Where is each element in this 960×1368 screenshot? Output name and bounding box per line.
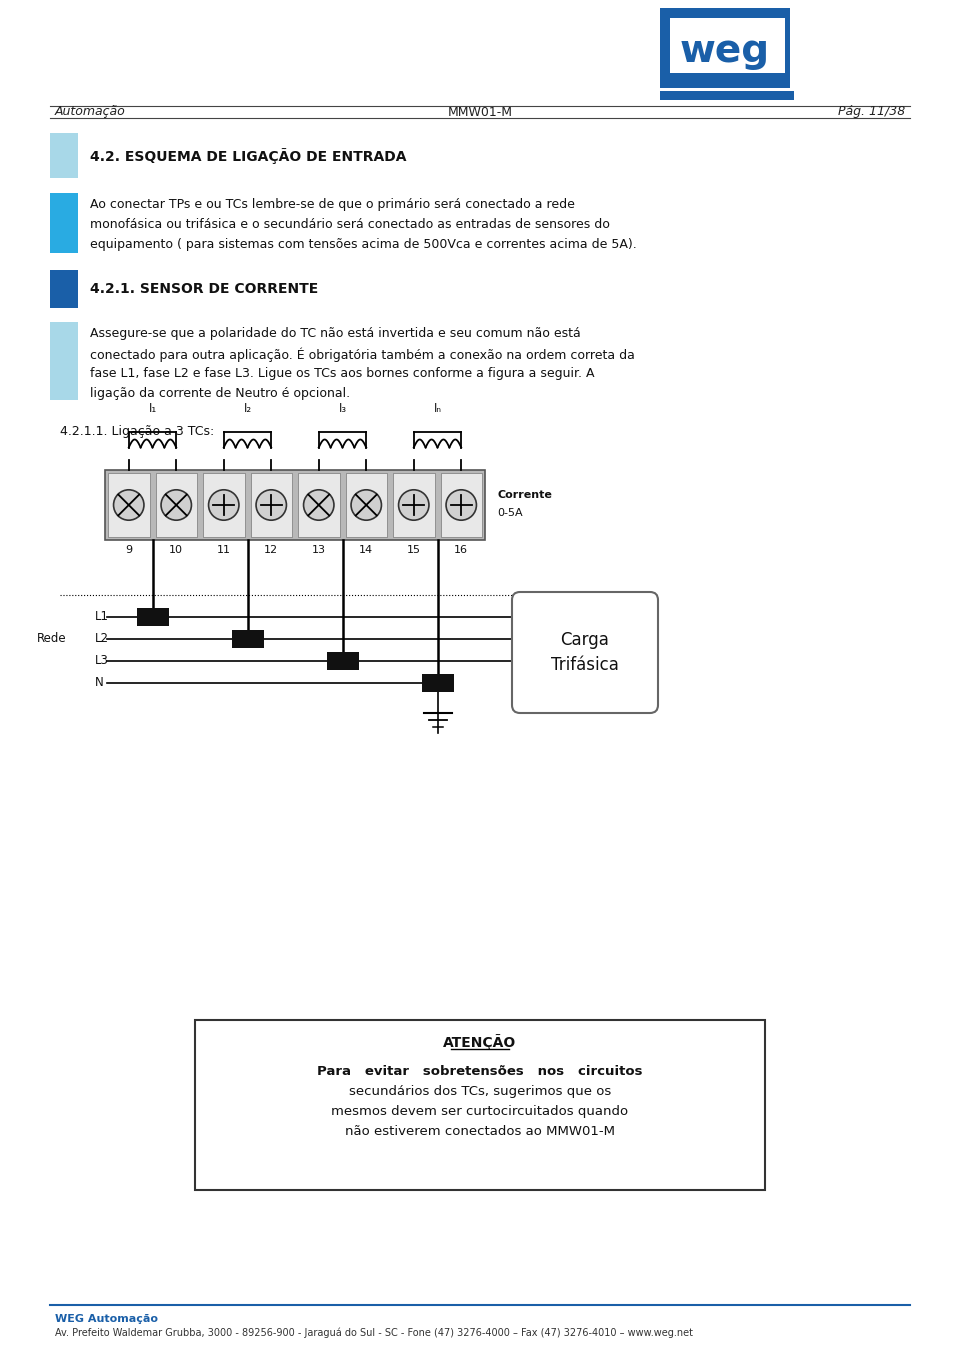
Circle shape [398, 490, 429, 520]
Text: equipamento ( para sistemas com tensões acima de 500Vca e correntes acima de 5A): equipamento ( para sistemas com tensões … [90, 238, 636, 250]
FancyBboxPatch shape [512, 592, 658, 713]
Bar [50, 321, 78, 399]
Text: 13: 13 [312, 544, 325, 555]
Text: 9: 9 [125, 544, 132, 555]
Text: 11: 11 [217, 544, 230, 555]
Text: conectado para outra aplicação. É obrigatória também a conexão na ordem correta : conectado para outra aplicação. É obriga… [90, 347, 635, 361]
Text: Iₙ: Iₙ [434, 402, 442, 415]
Bar [670, 18, 785, 73]
Text: 14: 14 [359, 544, 373, 555]
Text: mesmos devem ser curtocircuitados quando: mesmos devem ser curtocircuitados quando [331, 1105, 629, 1118]
Text: secundários dos TCs, sugerimos que os: secundários dos TCs, sugerimos que os [348, 1085, 612, 1099]
Bar [251, 473, 292, 538]
Text: Pág. 11/38: Pág. 11/38 [838, 105, 905, 119]
Bar [421, 674, 453, 692]
Bar [203, 473, 245, 538]
Text: I₂: I₂ [244, 402, 252, 415]
Bar [50, 269, 78, 308]
Bar [231, 631, 263, 648]
Circle shape [303, 490, 334, 520]
Text: 10: 10 [169, 544, 183, 555]
Text: I₃: I₃ [339, 402, 347, 415]
Bar [136, 607, 169, 627]
Text: Para   evitar   sobretensões   nos   circuitos: Para evitar sobretensões nos circuitos [317, 1066, 643, 1078]
Bar [660, 8, 790, 88]
Bar [195, 1021, 765, 1190]
Text: 4.2. ESQUEMA DE LIGAÇÃO DE ENTRADA: 4.2. ESQUEMA DE LIGAÇÃO DE ENTRADA [90, 148, 406, 164]
Text: Automação: Automação [55, 105, 126, 119]
Bar [326, 653, 358, 670]
Bar [156, 473, 197, 538]
Text: 4.2.1.1. Ligação a 3 TCs:: 4.2.1.1. Ligação a 3 TCs: [60, 425, 214, 438]
Bar [50, 193, 78, 253]
Text: Ao conectar TPs e ou TCs lembre-se de que o primário será conectado a rede: Ao conectar TPs e ou TCs lembre-se de qu… [90, 198, 575, 211]
Text: L1: L1 [95, 610, 109, 624]
Text: N: N [95, 677, 104, 689]
Text: Corrente: Corrente [497, 490, 552, 499]
Text: 4.2.1. SENSOR DE CORRENTE: 4.2.1. SENSOR DE CORRENTE [90, 282, 319, 295]
Text: Assegure-se que a polaridade do TC não está invertida e seu comum não está: Assegure-se que a polaridade do TC não e… [90, 327, 581, 341]
Text: fase L1, fase L2 e fase L3. Ligue os TCs aos bornes conforme a figura a seguir. : fase L1, fase L2 e fase L3. Ligue os TCs… [90, 367, 594, 380]
Text: 15: 15 [407, 544, 420, 555]
Text: ATENÇÃO: ATENÇÃO [444, 1034, 516, 1051]
Circle shape [256, 490, 286, 520]
Bar [298, 473, 340, 538]
Bar [660, 92, 794, 100]
Circle shape [113, 490, 144, 520]
Text: 12: 12 [264, 544, 278, 555]
Circle shape [208, 490, 239, 520]
Text: L3: L3 [95, 654, 108, 668]
Bar [441, 473, 482, 538]
Bar [346, 473, 387, 538]
Text: Carga
Trifásica: Carga Trifásica [551, 631, 619, 674]
Text: não estiverem conectados ao MMW01-M: não estiverem conectados ao MMW01-M [345, 1124, 615, 1138]
Bar [108, 473, 150, 538]
Text: Av. Prefeito Waldemar Grubba, 3000 - 89256-900 - Jaraguá do Sul - SC - Fone (47): Av. Prefeito Waldemar Grubba, 3000 - 892… [55, 1328, 693, 1338]
Text: WEG Automação: WEG Automação [55, 1315, 158, 1324]
Text: weg: weg [680, 31, 770, 70]
Circle shape [351, 490, 381, 520]
Bar [393, 473, 435, 538]
Text: 16: 16 [454, 544, 468, 555]
Text: I₁: I₁ [149, 402, 156, 415]
Text: MMW01-M: MMW01-M [447, 105, 513, 119]
Bar [50, 133, 78, 178]
Text: Rede: Rede [36, 632, 66, 646]
Circle shape [161, 490, 191, 520]
Text: 0-5A: 0-5A [497, 508, 522, 518]
Circle shape [446, 490, 476, 520]
Text: L2: L2 [95, 632, 109, 646]
Bar [105, 471, 485, 540]
Text: ligação da corrente de Neutro é opcional.: ligação da corrente de Neutro é opcional… [90, 387, 350, 399]
Text: monofásica ou trifásica e o secundário será conectado as entradas de sensores do: monofásica ou trifásica e o secundário s… [90, 218, 610, 231]
